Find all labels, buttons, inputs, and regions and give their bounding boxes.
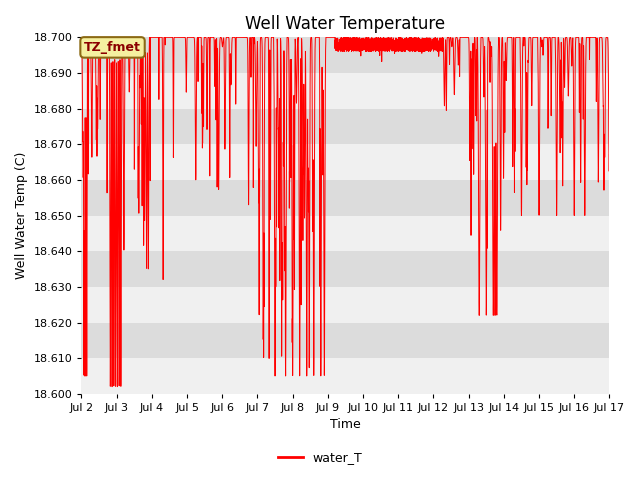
Bar xyxy=(81,180,609,216)
Bar xyxy=(81,251,609,287)
X-axis label: Time: Time xyxy=(330,419,361,432)
Legend: water_T: water_T xyxy=(273,446,367,469)
Bar xyxy=(81,358,609,394)
Bar xyxy=(81,37,609,73)
Bar xyxy=(81,287,609,323)
water_T xyxy=(413,40,421,46)
Y-axis label: Well Water Temp (C): Well Water Temp (C) xyxy=(15,152,28,279)
water_T xyxy=(269,35,276,40)
Bar xyxy=(81,216,609,251)
water_T xyxy=(605,152,613,157)
water_T xyxy=(85,35,93,40)
water_T xyxy=(469,40,477,46)
Bar xyxy=(81,108,609,144)
water_T xyxy=(77,36,85,41)
water_T xyxy=(104,35,112,40)
Bar xyxy=(81,73,609,108)
Title: Well Water Temperature: Well Water Temperature xyxy=(245,15,445,33)
water_T xyxy=(497,118,505,123)
Text: TZ_fmet: TZ_fmet xyxy=(84,41,141,54)
water_T xyxy=(390,46,398,52)
Bar xyxy=(81,323,609,358)
Line: water_T: water_T xyxy=(81,37,609,387)
water_T xyxy=(108,384,116,390)
Bar xyxy=(81,144,609,180)
